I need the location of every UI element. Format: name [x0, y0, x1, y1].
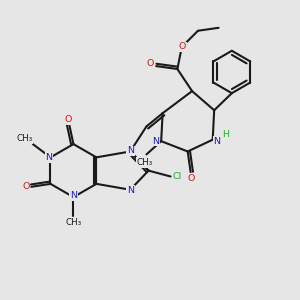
- Text: O: O: [22, 182, 30, 191]
- Text: O: O: [188, 174, 195, 183]
- Text: H: H: [222, 130, 230, 139]
- Text: Cl: Cl: [172, 172, 182, 181]
- Text: N: N: [152, 137, 159, 146]
- Text: N: N: [70, 191, 77, 200]
- Text: O: O: [179, 42, 186, 51]
- Text: CH₃: CH₃: [137, 158, 153, 167]
- Text: N: N: [214, 137, 220, 146]
- Text: O: O: [65, 116, 72, 124]
- Text: N: N: [127, 146, 134, 155]
- Text: CH₃: CH₃: [16, 134, 33, 143]
- Text: N: N: [127, 186, 134, 195]
- Text: O: O: [146, 59, 153, 68]
- Text: N: N: [46, 153, 52, 162]
- Text: CH₃: CH₃: [66, 218, 82, 227]
